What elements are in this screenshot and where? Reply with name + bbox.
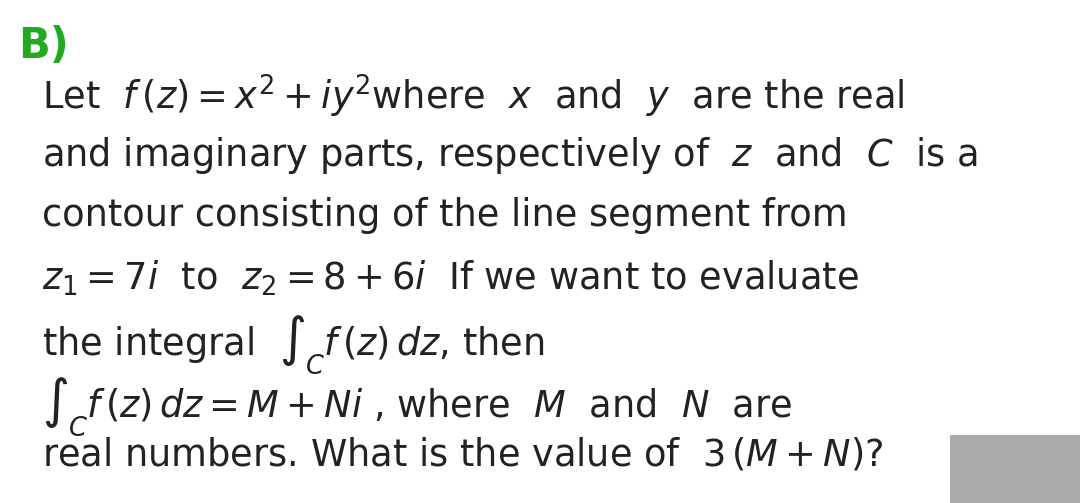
Text: Let  $f\,(z) = x^2 + iy^2$where  $x$  and  $y$  are the real: Let $f\,(z) = x^2 + iy^2$where $x$ and $…: [42, 73, 905, 120]
Text: contour consisting of the line segment from: contour consisting of the line segment f…: [42, 197, 848, 234]
Text: the integral  $\int_C f\,(z)\,dz$, then: the integral $\int_C f\,(z)\,dz$, then: [42, 313, 544, 376]
Text: $\int_C f\,(z)\,dz = M + Ni$ , where  $M$  and  $N$  are: $\int_C f\,(z)\,dz = M + Ni$ , where $M$…: [42, 375, 792, 438]
Text: real numbers. What is the value of  $3\,(M + N)$?: real numbers. What is the value of $3\,(…: [42, 437, 883, 474]
Text: and imaginary parts, respectively of  $z$  and  $C$  is a: and imaginary parts, respectively of $z$…: [42, 135, 978, 176]
Text: $z_1 = 7i$  to  $z_2 = 8+6i$  If we want to evaluate: $z_1 = 7i$ to $z_2 = 8+6i$ If we want to…: [42, 259, 859, 298]
Text: B): B): [18, 25, 69, 67]
Bar: [950, 435, 1080, 503]
